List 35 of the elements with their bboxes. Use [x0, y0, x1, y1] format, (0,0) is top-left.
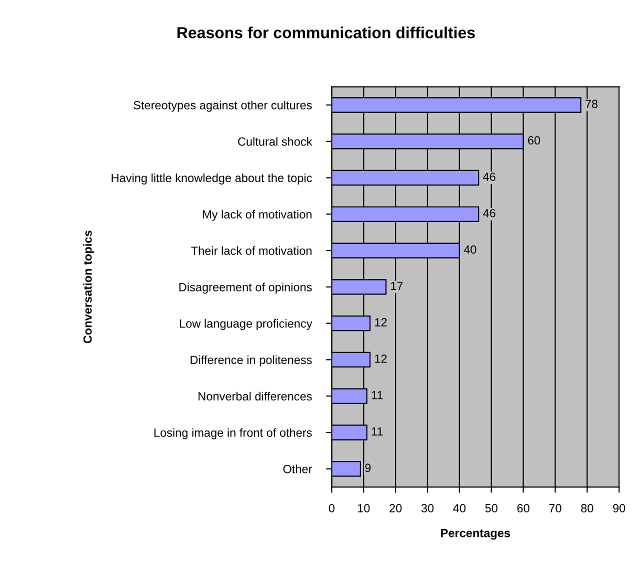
y-tick-label: Having little knowledge about the topic [112, 173, 312, 184]
x-tick-label: 50 [485, 504, 498, 512]
data-label: 17 [391, 282, 403, 290]
y-tick-label: Stereotypes against other cultures [134, 100, 312, 112]
y-axis-title: Conversation topics [83, 230, 94, 344]
y-tick-label: Losing image in front of others [154, 428, 312, 440]
y-tick-label: Difference in politeness [190, 355, 312, 366]
x-tick-label: 10 [358, 504, 370, 512]
y-tick-label: Other [283, 464, 312, 474]
x-tick-label: 20 [390, 504, 402, 512]
y-tick-label: Cultural shock [238, 137, 312, 146]
data-label: 12 [375, 318, 387, 326]
data-label: 46 [483, 172, 496, 181]
chart-title: Reasons for communication difficulties [177, 26, 475, 38]
data-label: 78 [586, 100, 598, 108]
data-label: 60 [528, 136, 540, 145]
y-tick-label: Nonverbal differences [198, 392, 312, 400]
data-label: 11 [372, 427, 383, 436]
data-label: 40 [464, 245, 476, 254]
x-axis-title: Percentages [441, 529, 510, 540]
y-tick-label: Disagreement of opinions [179, 282, 312, 294]
x-tick-label: 0 [328, 504, 335, 512]
x-tick-label: 90 [613, 504, 626, 512]
y-tick-label: Low language proficiency [180, 319, 312, 330]
data-label: 12 [375, 354, 387, 363]
y-tick-label: My lack of motivation [203, 210, 312, 221]
data-label: 9 [365, 464, 371, 472]
x-tick-label: 60 [517, 504, 530, 512]
data-label: 11 [372, 391, 383, 400]
data-label: 46 [483, 208, 496, 218]
x-tick-label: 80 [581, 504, 594, 512]
y-tick-label: Their lack of motivation [191, 246, 312, 255]
x-tick-label: 70 [549, 504, 562, 512]
x-tick-label: 40 [453, 504, 466, 512]
x-tick-label: 30 [421, 504, 434, 512]
